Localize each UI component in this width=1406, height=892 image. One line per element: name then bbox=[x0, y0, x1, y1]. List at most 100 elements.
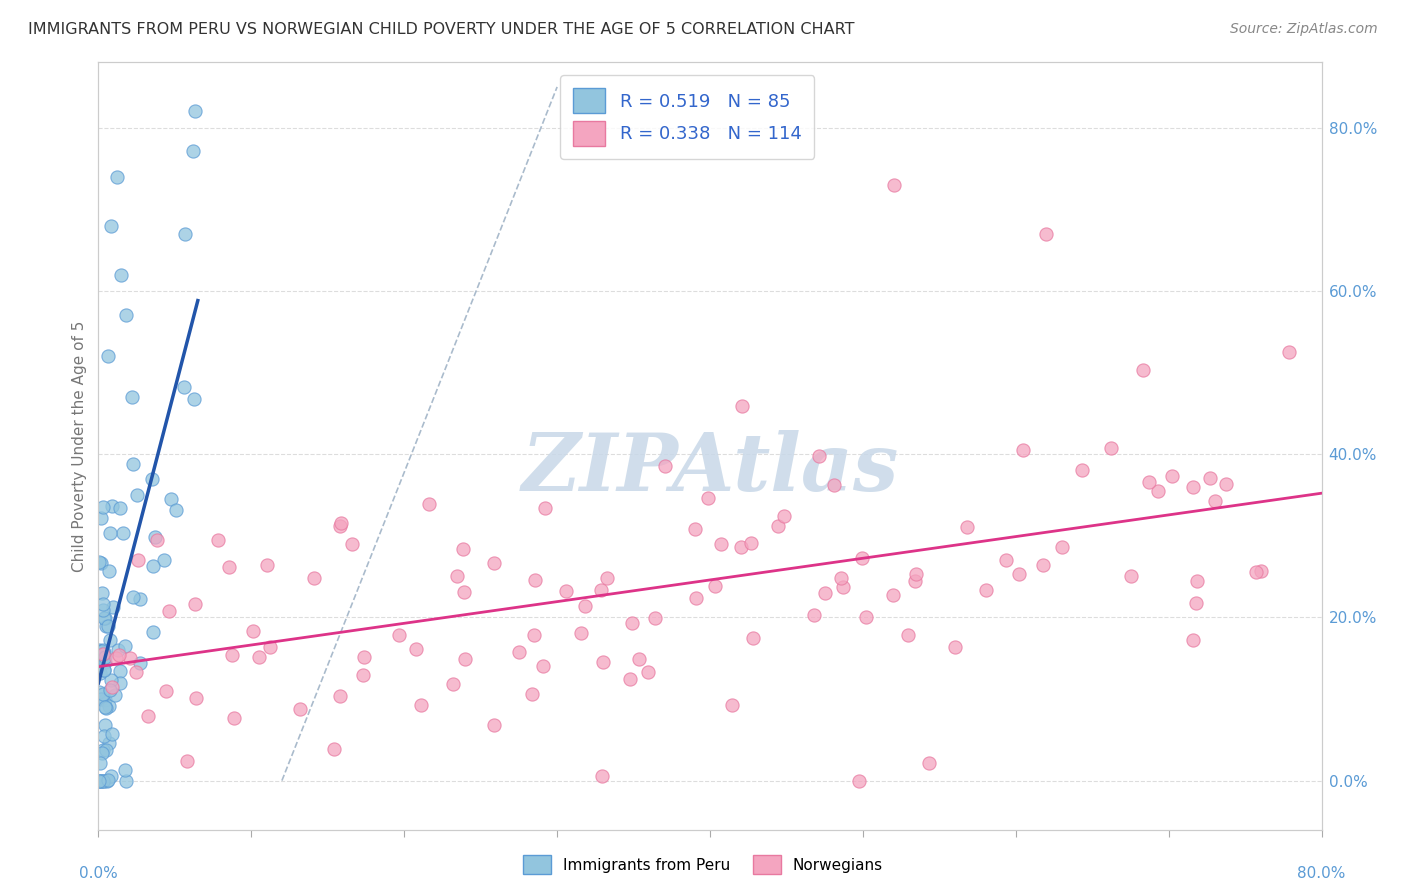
Point bbox=[105, 169, 128, 184]
Text: 0.0%: 0.0% bbox=[79, 866, 118, 881]
Point bbox=[165, 503, 187, 517]
Point bbox=[90, 556, 112, 570]
Point bbox=[100, 219, 122, 233]
Point bbox=[441, 677, 464, 691]
Point bbox=[89, 665, 111, 680]
Point bbox=[808, 449, 831, 463]
Point bbox=[104, 651, 127, 665]
Point bbox=[183, 392, 205, 406]
Point bbox=[93, 655, 115, 669]
Point bbox=[1008, 567, 1031, 582]
Point bbox=[94, 618, 117, 632]
Text: IMMIGRANTS FROM PERU VS NORWEGIAN CHILD POVERTY UNDER THE AGE OF 5 CORRELATION C: IMMIGRANTS FROM PERU VS NORWEGIAN CHILD … bbox=[28, 22, 855, 37]
Point bbox=[89, 773, 111, 788]
Point bbox=[111, 525, 134, 540]
Point bbox=[173, 379, 195, 393]
Point bbox=[97, 736, 120, 750]
Text: ZIPAtlas: ZIPAtlas bbox=[522, 430, 898, 508]
Point bbox=[592, 656, 614, 670]
Point bbox=[803, 607, 825, 622]
Point bbox=[730, 540, 752, 554]
Point bbox=[142, 624, 165, 639]
Point bbox=[183, 597, 205, 611]
Point bbox=[218, 560, 240, 574]
Point bbox=[831, 580, 853, 594]
Point bbox=[531, 658, 554, 673]
Point bbox=[115, 309, 138, 323]
Point bbox=[101, 727, 124, 741]
Point bbox=[90, 692, 112, 706]
Point bbox=[91, 603, 114, 617]
Point bbox=[108, 675, 131, 690]
Point bbox=[89, 685, 111, 699]
Point bbox=[848, 773, 870, 788]
Point bbox=[813, 585, 835, 599]
Point bbox=[904, 567, 927, 582]
Point bbox=[1199, 471, 1222, 485]
Point bbox=[93, 773, 115, 788]
Point bbox=[94, 718, 117, 732]
Point bbox=[388, 628, 411, 642]
Point bbox=[1121, 569, 1143, 583]
Point bbox=[118, 651, 141, 665]
Point bbox=[1182, 480, 1205, 494]
Point bbox=[128, 656, 150, 670]
Point bbox=[110, 664, 132, 678]
Point bbox=[90, 586, 112, 600]
Point bbox=[91, 687, 114, 701]
Point bbox=[482, 556, 505, 570]
Point bbox=[100, 673, 122, 687]
Point bbox=[89, 773, 111, 788]
Point bbox=[89, 555, 111, 569]
Point bbox=[1278, 344, 1301, 359]
Point bbox=[94, 611, 117, 625]
Legend: R = 0.519   N = 85, R = 0.338   N = 114: R = 0.519 N = 85, R = 0.338 N = 114 bbox=[560, 75, 814, 159]
Point bbox=[1246, 565, 1268, 579]
Point bbox=[290, 702, 312, 716]
Point bbox=[482, 718, 505, 732]
Point bbox=[91, 644, 114, 658]
Point bbox=[176, 754, 198, 768]
Point bbox=[101, 680, 124, 694]
Point bbox=[97, 772, 120, 787]
Point bbox=[683, 522, 706, 536]
Y-axis label: Child Poverty Under the Age of 5: Child Poverty Under the Age of 5 bbox=[72, 320, 87, 572]
Point bbox=[904, 574, 927, 588]
Point bbox=[181, 144, 204, 158]
Point bbox=[591, 770, 613, 784]
Point bbox=[143, 531, 166, 545]
Point bbox=[1250, 565, 1272, 579]
Point bbox=[256, 558, 278, 573]
Point bbox=[644, 611, 666, 625]
Point bbox=[1204, 494, 1226, 508]
Point bbox=[97, 618, 120, 632]
Point bbox=[93, 647, 115, 661]
Point bbox=[93, 663, 115, 677]
Point bbox=[114, 763, 136, 777]
Point bbox=[115, 773, 138, 788]
Point bbox=[1050, 541, 1073, 555]
Point bbox=[1185, 574, 1208, 588]
Point bbox=[1137, 475, 1160, 489]
Point bbox=[534, 500, 557, 515]
Point bbox=[304, 571, 326, 585]
Point bbox=[122, 457, 145, 471]
Point bbox=[242, 624, 264, 638]
Point bbox=[353, 649, 375, 664]
Point bbox=[411, 698, 433, 712]
Point bbox=[90, 511, 112, 525]
Point bbox=[114, 639, 136, 653]
Point bbox=[619, 673, 641, 687]
Point bbox=[1184, 596, 1206, 610]
Point bbox=[446, 569, 468, 583]
Point bbox=[121, 390, 143, 404]
Point bbox=[90, 746, 112, 760]
Point bbox=[323, 741, 346, 756]
Point bbox=[93, 610, 115, 624]
Point bbox=[710, 537, 733, 551]
Point bbox=[110, 501, 132, 516]
Point bbox=[94, 650, 117, 665]
Point bbox=[96, 701, 118, 715]
Point bbox=[97, 699, 120, 714]
Point bbox=[574, 599, 596, 614]
